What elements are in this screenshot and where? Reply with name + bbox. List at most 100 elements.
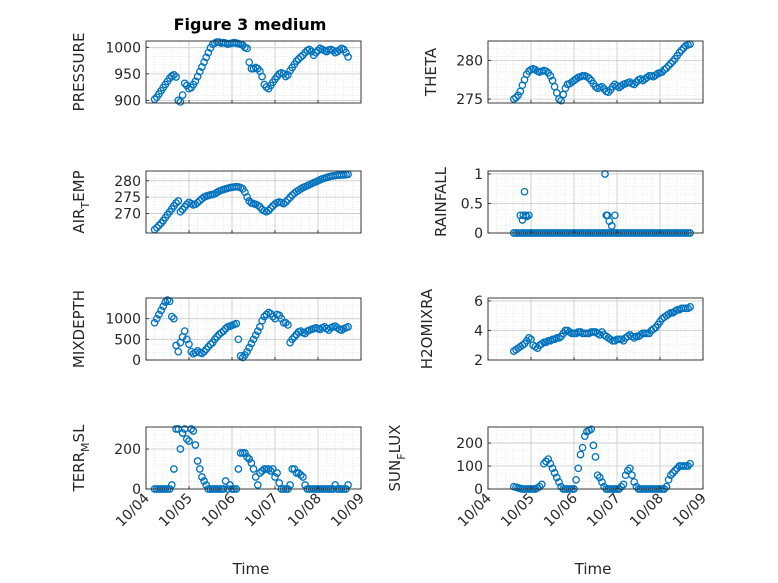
axes-box: [145, 40, 362, 104]
data-point: [193, 457, 202, 465]
data-point: [206, 340, 215, 349]
data-point: [161, 298, 170, 306]
data-point: [294, 469, 303, 477]
data-point: [180, 327, 189, 335]
x-tick-label: 10/06: [541, 490, 581, 530]
axes-box: [487, 40, 704, 104]
data-point: [630, 478, 639, 486]
data-point: [264, 206, 273, 215]
data-point: [191, 441, 200, 449]
data-point: [342, 48, 350, 57]
data-point: [170, 71, 178, 79]
data-point: [152, 314, 161, 323]
y-tick-label: 100: [456, 459, 483, 475]
subplot-4: 0 0.5 1 RAINFALL: [432, 166, 704, 242]
data-point: [331, 481, 340, 489]
data-point: [312, 48, 320, 57]
data-point: [174, 197, 183, 205]
y-tick-label: 6: [474, 294, 483, 310]
data-point: [217, 328, 226, 337]
axes-box: [145, 297, 362, 361]
data-point: [260, 312, 269, 321]
data-point: [546, 459, 555, 468]
x-tick-label: 10/05: [498, 491, 538, 531]
data-point: [253, 481, 262, 489]
axes-box: [145, 426, 362, 490]
y-tick-label: 275: [456, 92, 483, 108]
data-point: [296, 471, 305, 479]
data-point: [548, 464, 557, 473]
data-point: [264, 465, 273, 473]
axes-box: [487, 426, 704, 490]
data-point: [157, 306, 165, 315]
data-point: [221, 477, 230, 485]
data-point: [294, 55, 303, 63]
data-point: [167, 312, 176, 321]
data-point: [344, 53, 352, 61]
y-tick-label: 200: [114, 442, 141, 458]
data-point: [150, 95, 159, 104]
data-point: [262, 310, 271, 319]
data-point: [669, 469, 677, 477]
data-point: [150, 318, 159, 327]
data-point: [684, 462, 692, 470]
x-tick-label: 10/07: [242, 491, 282, 531]
data-point: [580, 432, 589, 441]
data-point: [335, 46, 344, 54]
data-point: [243, 193, 251, 201]
data-point: [234, 465, 243, 473]
data-point: [576, 450, 585, 459]
data-point: [344, 323, 352, 331]
data-point: [681, 462, 690, 470]
y-tick-label: 1000: [105, 312, 141, 328]
data-point: [155, 221, 163, 230]
data-point: [555, 478, 563, 486]
data-point: [619, 480, 628, 489]
data-point: [673, 464, 682, 473]
data-point: [243, 44, 251, 53]
data-point: [174, 347, 183, 356]
data-point: [288, 465, 297, 473]
data-point: [630, 80, 639, 89]
data-point: [176, 98, 185, 106]
data-point: [675, 48, 684, 57]
axes-box: [487, 297, 704, 361]
data-point: [561, 84, 570, 93]
data-point: [662, 64, 671, 72]
data-point: [253, 201, 262, 210]
figure-title: Figure 3 medium: [174, 15, 327, 34]
data-point: [243, 347, 251, 356]
data-point: [537, 480, 546, 489]
x-tick-label: 10/06: [199, 490, 239, 530]
data-point: [550, 469, 559, 477]
data-point: [195, 465, 204, 473]
data-point: [598, 478, 606, 486]
data-point: [236, 449, 245, 457]
data-point: [290, 465, 299, 473]
y-tick-label: 0: [474, 226, 483, 242]
data-point: [277, 314, 286, 323]
data-point: [542, 457, 550, 466]
data-point: [281, 318, 290, 327]
y-axis-label: RAINFALL: [432, 166, 450, 237]
data-point: [632, 482, 641, 491]
data-point: [578, 72, 587, 80]
data-point: [514, 91, 522, 100]
data-point: [249, 465, 258, 473]
data-point: [167, 481, 176, 489]
data-point: [279, 318, 288, 327]
data-point: [671, 466, 679, 475]
axes-box: [145, 170, 362, 234]
data-point: [189, 427, 198, 435]
data-point: [269, 465, 277, 473]
data-point: [234, 335, 243, 344]
data-point: [286, 481, 294, 489]
plot-area: [146, 298, 361, 360]
data-point: [281, 72, 290, 81]
x-tick-label: 10/08: [627, 491, 667, 531]
data-point: [159, 302, 168, 311]
data-point: [200, 58, 208, 67]
axes-box: [487, 170, 704, 234]
